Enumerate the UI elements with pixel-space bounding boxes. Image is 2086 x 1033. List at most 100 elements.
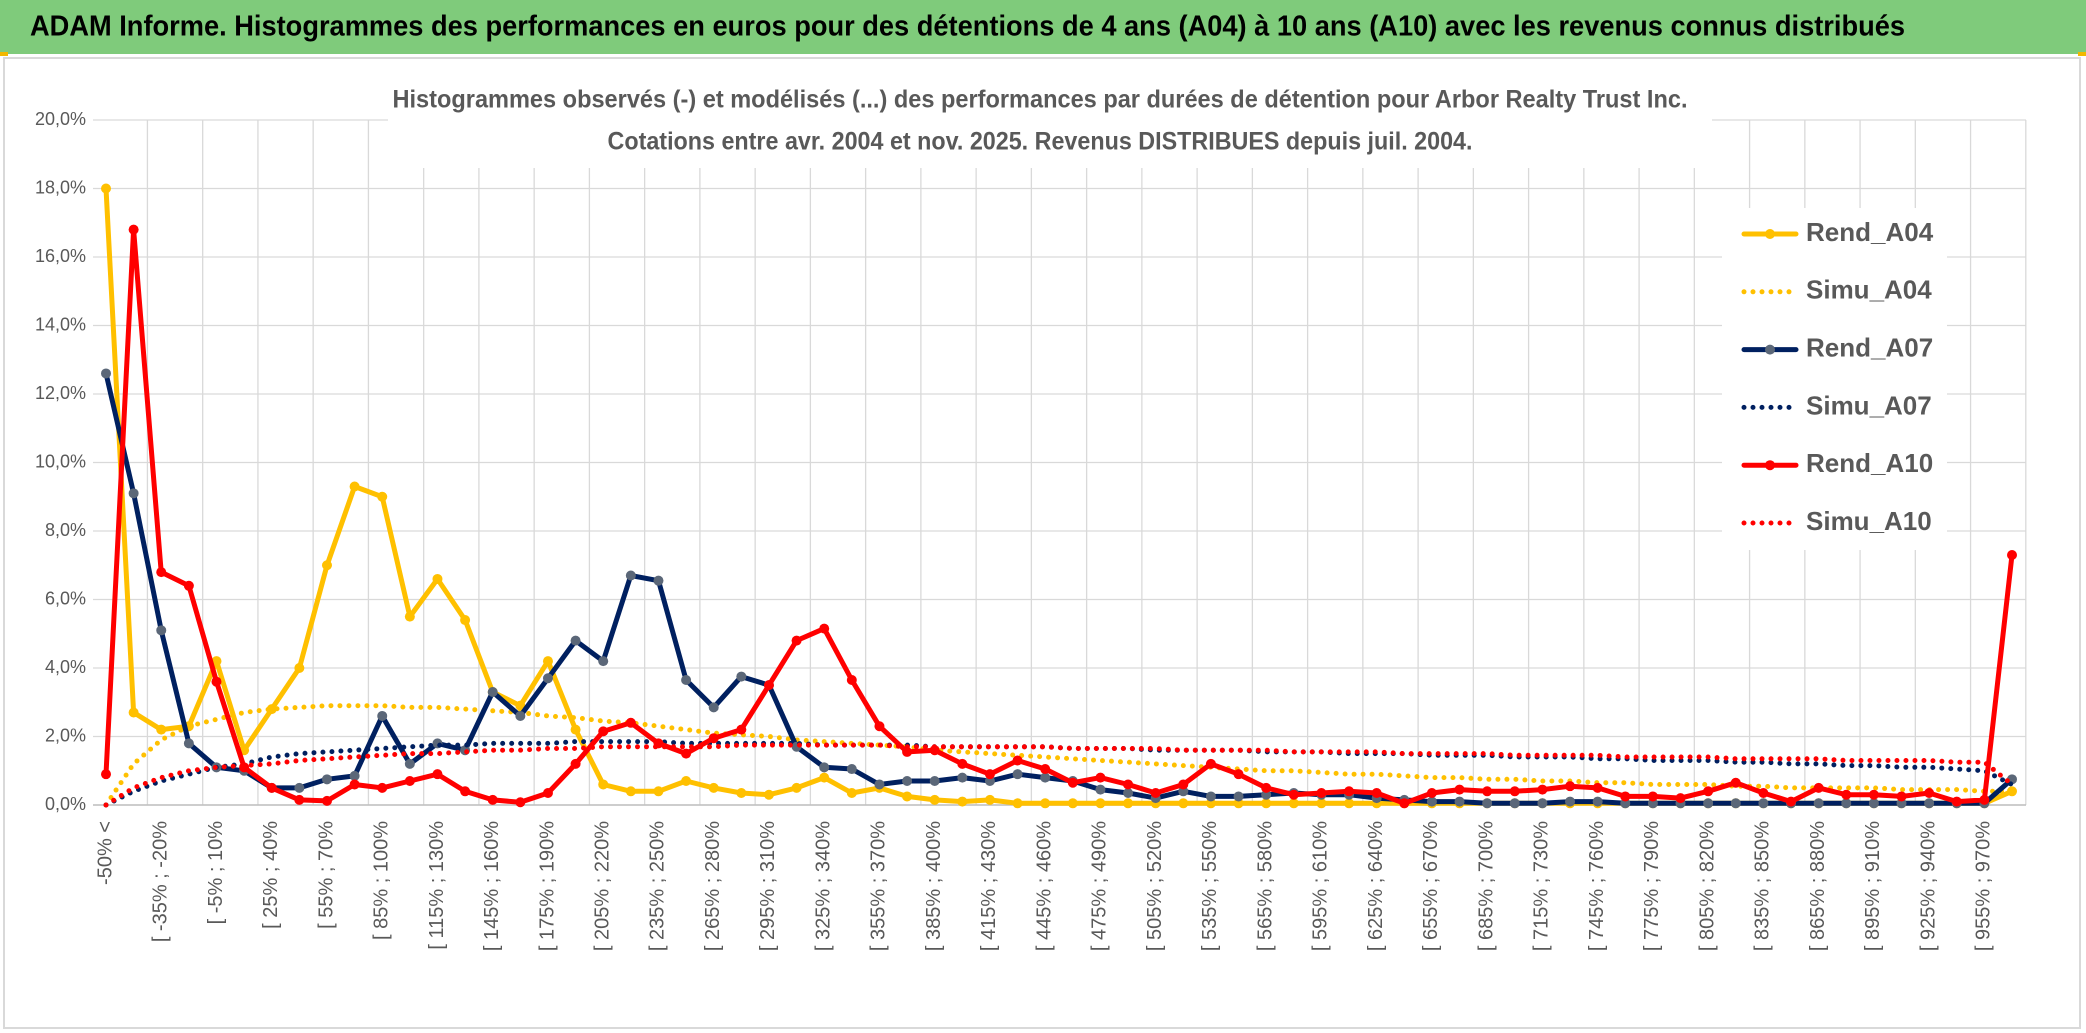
data-point: [1509, 786, 1520, 797]
data-point: [515, 797, 526, 808]
data-point: [156, 625, 167, 636]
data-point: [681, 776, 692, 787]
data-point: [377, 782, 388, 793]
data-point: [819, 762, 830, 773]
data-point: [846, 674, 857, 685]
data-point: [708, 782, 719, 793]
data-point: [1924, 788, 1935, 799]
data-point: [542, 656, 553, 667]
data-point: [1647, 798, 1658, 809]
data-point: [625, 570, 636, 581]
x-tick-label: [ 265% ; 280%: [702, 821, 724, 951]
data-point: [183, 580, 194, 591]
data-point: [266, 782, 277, 793]
x-tick-label: [ 805% ; 820%: [1696, 821, 1718, 951]
data-point: [515, 710, 526, 721]
data-point: [1758, 788, 1769, 799]
data-point: [984, 769, 995, 780]
data-point: [598, 656, 609, 667]
data-point: [1123, 779, 1134, 790]
y-tick-label: 20,0%: [35, 109, 86, 129]
data-point: [846, 764, 857, 775]
data-point: [542, 673, 553, 684]
data-point: [349, 779, 360, 790]
x-tick-label: [ 895% ; 910%: [1862, 821, 1884, 951]
data-point: [1620, 791, 1631, 802]
data-point: [515, 700, 526, 711]
x-tick-label: [ -5% ; 10%: [205, 821, 227, 925]
data-point: [598, 779, 609, 790]
legend-marker: [1765, 229, 1775, 239]
data-point: [1730, 777, 1741, 788]
data-point: [653, 575, 664, 586]
data-point: [1426, 788, 1437, 799]
x-tick-label: [ 25% ; 40%: [260, 821, 282, 929]
data-point: [1924, 798, 1935, 809]
legend-label: Rend_A04: [1806, 217, 1934, 247]
data-point: [1095, 772, 1106, 783]
data-point: [404, 611, 415, 622]
data-point: [1371, 788, 1382, 799]
data-point: [902, 776, 913, 787]
data-point: [1482, 798, 1493, 809]
data-point: [625, 786, 636, 797]
x-tick-label: [ 415% ; 430%: [978, 821, 1000, 951]
data-point: [653, 786, 664, 797]
x-tick-label: [ 235% ; 250%: [647, 821, 669, 951]
y-tick-label: 14,0%: [35, 314, 86, 334]
data-point: [819, 772, 830, 783]
data-point: [598, 726, 609, 737]
data-point: [1095, 784, 1106, 795]
x-tick-label: [ 205% ; 220%: [591, 821, 613, 951]
data-point: [874, 721, 885, 732]
data-point: [570, 635, 581, 646]
data-point: [1178, 786, 1189, 797]
data-point: [432, 769, 443, 780]
legend-marker: [1765, 344, 1775, 355]
x-tick-label: [ 385% ; 400%: [923, 821, 945, 951]
data-point: [1178, 798, 1189, 809]
data-point: [763, 680, 774, 691]
x-tick-label: [ 115% ; 130%: [426, 821, 448, 950]
data-point: [570, 724, 581, 735]
data-point: [708, 702, 719, 713]
data-point: [1758, 798, 1769, 809]
data-point: [1040, 798, 1051, 809]
x-tick-label: [ 505% ; 520%: [1144, 821, 1166, 951]
data-point: [294, 794, 305, 805]
chart-subtitle: Cotations entre avr. 2004 et nov. 2025. …: [608, 128, 1473, 156]
data-point: [183, 738, 194, 749]
data-point: [156, 567, 167, 578]
data-point: [101, 368, 111, 379]
data-point: [1592, 782, 1603, 793]
data-point: [294, 663, 305, 673]
data-point: [404, 758, 415, 769]
legend-label: Simu_A10: [1806, 506, 1932, 536]
data-point: [929, 776, 940, 787]
x-tick-label: [ 955% ; 970%: [1973, 821, 1995, 951]
x-tick-label: [ 715% ; 730%: [1531, 821, 1553, 951]
data-point: [1703, 786, 1714, 797]
data-point: [1868, 789, 1879, 800]
data-point: [1813, 782, 1824, 793]
plot-area: 0,0% 2,0% 4,0% 6,0% 8,0% 10,0% 12,0% 14,0% 16,0%…: [35, 109, 2027, 951]
data-point: [1205, 798, 1216, 809]
x-tick-label: [ 175% ; 190%: [536, 821, 558, 951]
legend-label: Simu_A04: [1806, 275, 1932, 305]
data-point: [1178, 779, 1189, 790]
data-point: [1095, 798, 1106, 809]
data-point: [1012, 755, 1023, 766]
data-point: [1565, 781, 1576, 792]
data-point: [1620, 798, 1631, 809]
x-tick-label: [ 445% ; 460%: [1033, 821, 1055, 951]
data-point: [377, 710, 388, 721]
data-point: [1730, 798, 1741, 809]
data-point: [128, 488, 139, 499]
data-point: [487, 686, 498, 697]
data-point: [1344, 798, 1355, 809]
data-point: [902, 791, 913, 802]
data-point: [929, 794, 940, 805]
observed-line: [103, 227, 2015, 806]
x-tick-label: [ 475% ; 490%: [1089, 821, 1111, 951]
data-point: [1399, 798, 1410, 809]
